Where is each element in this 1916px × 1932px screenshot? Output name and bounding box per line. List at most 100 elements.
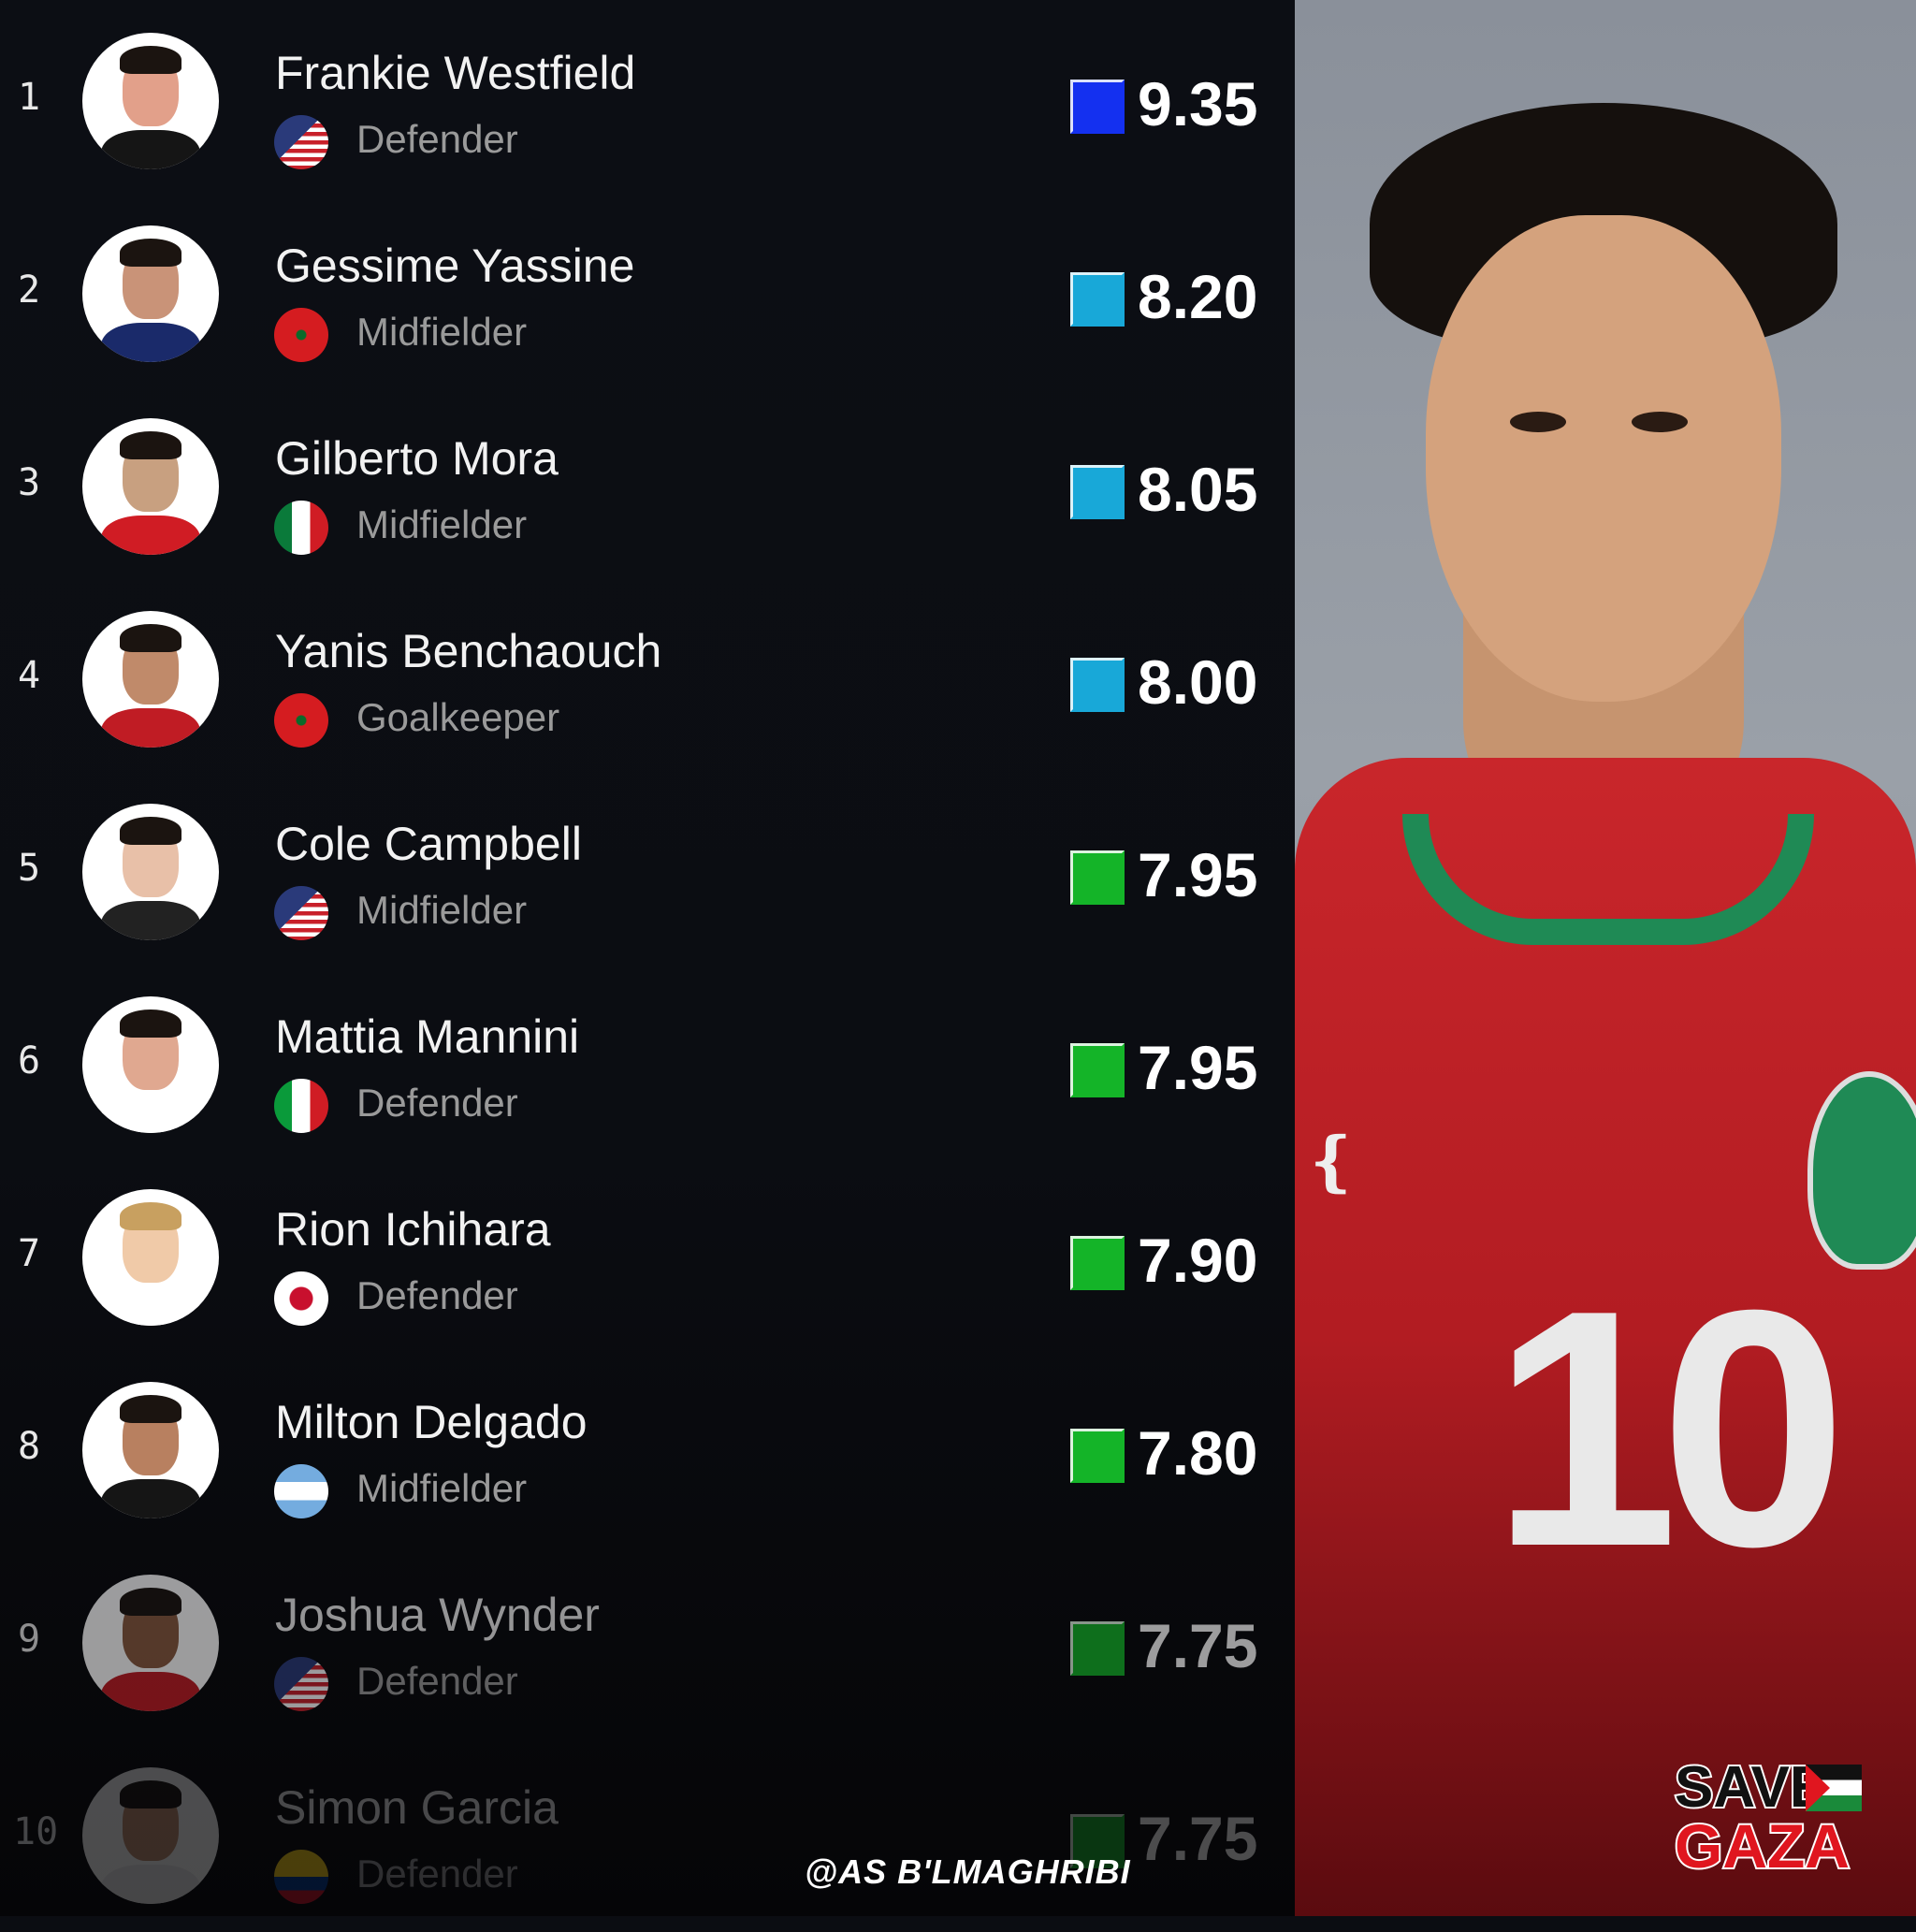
avatar-hair [120,817,181,845]
rating-badge [1070,850,1125,905]
avatar-shirt [101,1672,200,1711]
rank: 1 [17,76,41,119]
avatar-hair [120,1588,181,1616]
italy-flag-icon [274,1079,328,1133]
rating-badge [1070,272,1125,327]
player-row: 3 Gilberto Mora Midfielder 8.05 [0,390,1295,583]
player-rating: 7.90 [1138,1226,1258,1295]
puma-logo-icon: ❴ [1304,1125,1359,1198]
watermark: @AS B'LMAGHRIBI [805,1852,1131,1891]
eye [1510,412,1566,432]
avatar-hair [120,46,181,74]
player-position: Midfielder [356,1466,528,1510]
avatar-hair [120,1202,181,1230]
player-avatar [82,1382,219,1518]
player-row: 6 Mattia Mannini Defender 7.95 [0,968,1295,1161]
player-row: 10 Simon Garcia Defender 7.75 [0,1739,1295,1932]
jersey-number: 10 [1491,1241,1847,1617]
save-gaza-logo: SAVE GAZA [1673,1755,1876,1881]
player-row: 8 Milton Delgado Midfielder 7.80 [0,1354,1295,1547]
eye [1632,412,1688,432]
player-position: Goalkeeper [356,695,560,739]
rating-badge [1070,1814,1125,1868]
avatar-hair [120,1395,181,1423]
logo-line2: GAZA [1673,1811,1851,1881]
player-position: Defender [356,1273,518,1317]
player-rating: 7.75 [1138,1611,1258,1680]
avatar-hair [120,239,181,267]
rating-badge [1070,465,1125,519]
player-rating: 7.95 [1138,1033,1258,1102]
featured-player-photo: ❴ 10 [1295,0,1916,1916]
player-position: Defender [356,1081,518,1125]
ratings-list: 1 Frankie Westfield Defender 9.35 2 Gessi… [0,0,1295,1916]
face [1426,215,1781,702]
player-rating: 9.35 [1138,69,1258,138]
player-name: Frankie Westfield [275,47,636,99]
player-row: 9 Joshua Wynder Defender 7.75 [0,1547,1295,1739]
rank: 8 [17,1425,41,1468]
player-rating: 8.05 [1138,455,1258,524]
player-avatar [82,611,219,748]
player-name: Mattia Mannini [275,1010,580,1063]
player-name: Simon Garcia [275,1781,559,1834]
player-avatar [82,225,219,362]
avatar-hair [120,1780,181,1809]
rank: 7 [17,1232,41,1275]
rank: 4 [17,654,41,697]
player-avatar [82,1189,219,1326]
rating-badge [1070,1043,1125,1097]
player-rating: 7.80 [1138,1418,1258,1488]
player-name: Gilberto Mora [275,432,559,485]
player-name: Milton Delgado [275,1396,588,1448]
usa-flag-icon [274,886,328,940]
player-position: Defender [356,117,518,161]
avatar-shirt [101,516,200,555]
avatar-shirt [101,1865,200,1904]
avatar-shirt [101,1479,200,1518]
jersey [1295,758,1916,1916]
logo-line1: SAVE [1673,1755,1830,1820]
rating-badge [1070,1236,1125,1290]
mexico-flag-icon [274,501,328,555]
player-avatar [82,33,219,169]
avatar-hair [120,431,181,459]
rating-badge [1070,80,1125,134]
rank: 10 [13,1810,59,1853]
usa-flag-icon [274,115,328,169]
player-avatar [82,1575,219,1711]
player-avatar [82,418,219,555]
player-name: Joshua Wynder [275,1589,600,1641]
rating-badge [1070,1429,1125,1483]
rank: 6 [17,1039,41,1082]
crest-icon [1807,1071,1916,1270]
player-row: 4 Yanis Benchaouch Goalkeeper 8.00 [0,583,1295,776]
avatar-shirt [101,323,200,362]
player-name: Gessime Yassine [275,240,635,292]
player-name: Rion Ichihara [275,1203,551,1256]
avatar-hair [120,1010,181,1038]
player-position: Defender [356,1852,518,1896]
morocco-flag-icon [274,308,328,362]
player-position: Midfielder [356,310,528,354]
player-position: Midfielder [356,888,528,932]
player-row: 1 Frankie Westfield Defender 9.35 [0,5,1295,197]
rank: 5 [17,847,41,890]
avatar-hair [120,624,181,652]
avatar-face [123,1788,179,1861]
avatar-shirt [101,901,200,940]
player-name: Cole Campbell [275,818,582,870]
player-rating: 8.00 [1138,647,1258,717]
player-position: Defender [356,1659,518,1703]
rating-badge [1070,1621,1125,1676]
rank: 2 [17,269,41,312]
player-rating: 7.95 [1138,840,1258,909]
avatar-shirt [101,1286,200,1326]
player-avatar [82,996,219,1133]
rank: 3 [17,461,41,504]
avatar-shirt [101,130,200,169]
rating-badge [1070,658,1125,712]
japan-flag-icon [274,1271,328,1326]
palestine-flag-icon [1806,1765,1862,1811]
player-row: 5 Cole Campbell Midfielder 7.95 [0,776,1295,968]
